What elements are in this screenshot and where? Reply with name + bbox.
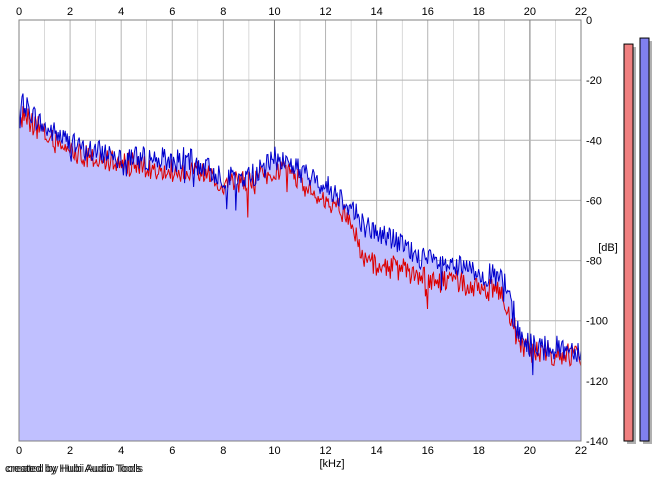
x-tick-label-top: 14 (371, 6, 383, 18)
x-tick-label-bottom: 4 (118, 445, 124, 457)
x-tick-label-top: 10 (268, 6, 280, 18)
x-tick-label-top: 12 (319, 6, 331, 18)
credit-text: created by Hubi Audio Tools (5, 463, 142, 475)
x-tick-label-top: 18 (473, 6, 485, 18)
x-tick-label-bottom: 10 (268, 445, 280, 457)
plot-frame (18, 19, 582, 442)
x-axis-label: [kHz] (319, 458, 344, 470)
level-meter-bar (623, 43, 634, 442)
spectrum-lines (18, 93, 582, 376)
x-tick-label-bottom: 22 (575, 445, 587, 457)
credit-text-shadow: created by Hubi Audio Tools (7, 463, 144, 475)
x-tick-label-bottom: 18 (473, 445, 485, 457)
y-tick-label: 0 (586, 15, 592, 27)
y-tick-label: -20 (586, 75, 602, 87)
series-line-blue (18, 93, 582, 376)
x-tick-label-bottom: 8 (220, 445, 226, 457)
x-tick-label-top: 2 (67, 6, 73, 18)
y-tick-label: -120 (586, 376, 608, 388)
x-tick-label-top: 0 (16, 6, 22, 18)
level-meters (623, 37, 652, 445)
x-tick-label-bottom: 20 (524, 445, 536, 457)
spectrum-fill (19, 93, 581, 441)
y-tick-label: -140 (586, 436, 608, 448)
x-tick-label-bottom: 0 (16, 445, 22, 457)
x-tick-label-top: 6 (169, 6, 175, 18)
x-tick-label-top: 20 (524, 6, 536, 18)
y-tick-label: -100 (586, 316, 608, 328)
level-meter-bar (639, 37, 650, 442)
x-tick-label-top: 8 (220, 6, 226, 18)
y-axis-label: [dB] (598, 242, 618, 254)
spectrum-area (19, 93, 581, 441)
x-tick-label-bottom: 16 (422, 445, 434, 457)
x-tick-label-bottom: 12 (319, 445, 331, 457)
y-ticks: 0 -20 -40 -60 -80 -100 -120 -140 (586, 15, 608, 448)
x-tick-label-top: 22 (575, 6, 587, 18)
y-tick-label: -60 (586, 195, 602, 207)
plot-border (18, 19, 582, 442)
x-tick-label-top: 16 (422, 6, 434, 18)
x-ticks-bottom: 0 2 4 6 8 10 12 14 16 18 20 22 (16, 445, 587, 457)
x-tick-label-bottom: 14 (371, 445, 383, 457)
x-ticks-top: 0 2 4 6 8 10 12 14 16 18 20 22 (16, 6, 587, 18)
x-tick-label-bottom: 2 (67, 445, 73, 457)
y-tick-label: -40 (586, 135, 602, 147)
y-tick-label: -80 (586, 256, 602, 268)
x-tick-label-top: 4 (118, 6, 124, 18)
x-tick-label-bottom: 6 (169, 445, 175, 457)
